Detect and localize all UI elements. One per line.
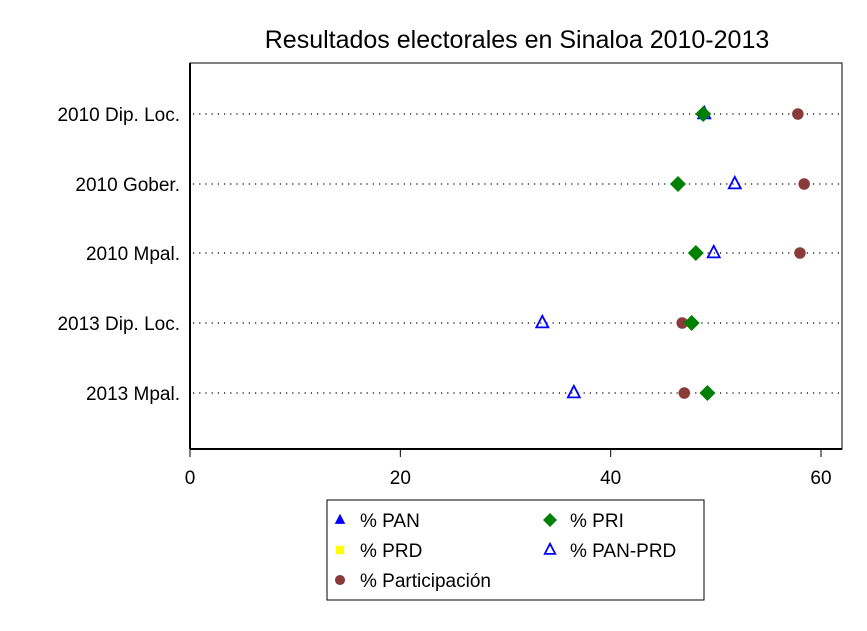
point-pri — [683, 315, 700, 331]
point-pan-prd — [566, 383, 582, 399]
legend-label: % PRI — [570, 511, 624, 532]
y-tick-label: 2010 Mpal. — [86, 244, 180, 265]
x-tick-label: 20 — [390, 468, 411, 489]
x-tick-label: 40 — [600, 468, 621, 489]
legend-marker — [334, 513, 346, 524]
point-pri — [699, 385, 716, 401]
x-tick-label: 60 — [810, 468, 831, 489]
y-tick-label: 2013 Mpal. — [86, 384, 180, 405]
legend-marker — [543, 513, 557, 527]
legend-box — [326, 499, 705, 601]
point-participaci-n — [792, 108, 804, 120]
legend-label: % PAN-PRD — [570, 541, 676, 562]
point-pan-prd — [706, 243, 722, 259]
plot-area — [189, 62, 843, 450]
legend-marker — [543, 541, 557, 555]
x-tick-label: 0 — [185, 468, 196, 489]
legend-marker — [335, 545, 345, 555]
chart-title: Resultados electorales en Sinaloa 2010-2… — [265, 26, 770, 54]
legend: % PAN % PRI % PRD % PAN-PRD % Participación — [326, 499, 705, 601]
legend-label: % PAN — [360, 511, 420, 532]
point-participaci-n — [676, 317, 688, 329]
point-pan-prd — [534, 313, 550, 329]
point-pri — [687, 245, 704, 261]
y-tick-label: 2010 Dip. Loc. — [57, 105, 180, 126]
point-participaci-n — [798, 178, 810, 190]
point-pan-prd — [727, 174, 743, 190]
point-pri — [695, 106, 712, 122]
point-participaci-n — [794, 247, 806, 259]
legend-label: % Participación — [360, 571, 491, 592]
point-participaci-n — [678, 387, 691, 399]
point-pri — [669, 176, 686, 192]
y-tick-label: 2010 Gober. — [75, 175, 180, 196]
legend-label: % PRD — [360, 541, 422, 562]
legend-marker — [334, 574, 346, 586]
y-tick-label: 2013 Dip. Loc. — [57, 314, 180, 335]
